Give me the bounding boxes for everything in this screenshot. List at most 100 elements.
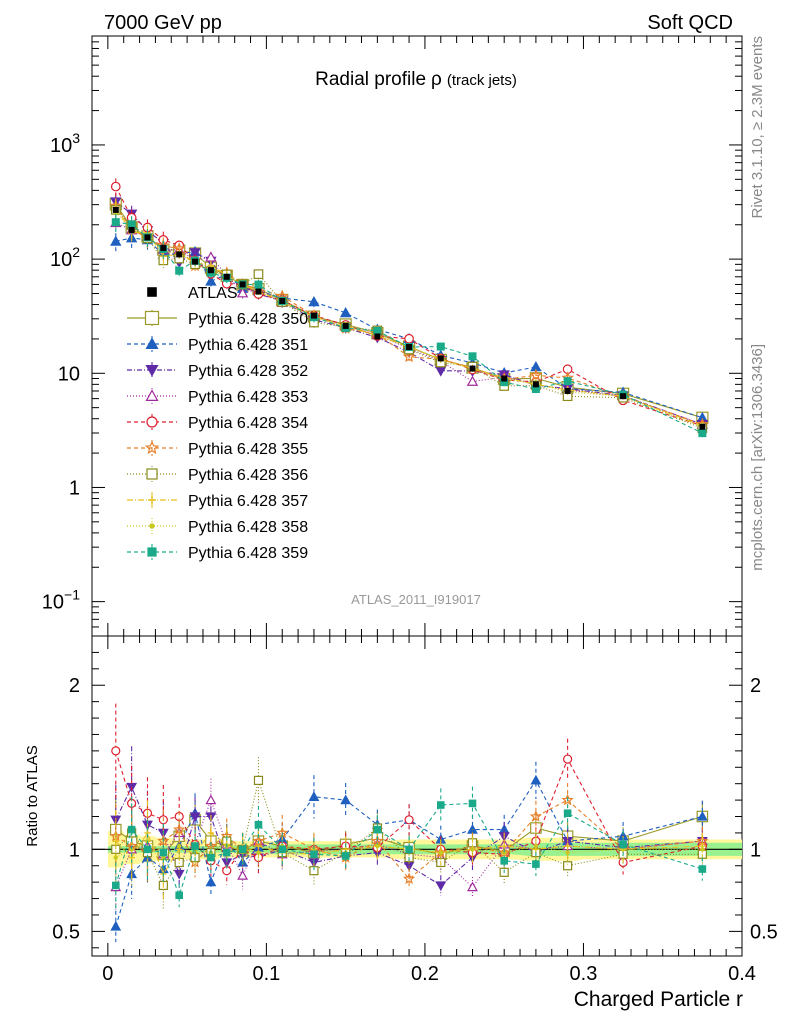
chart-title-suffix: (track jets) (447, 72, 517, 89)
reference-data (112, 206, 706, 430)
y-tick-label-main-base: 10 (58, 363, 80, 385)
data-point-ratio (404, 815, 414, 825)
data-point-main (189, 248, 201, 259)
data-point-ratio (530, 774, 542, 785)
y-tick-label-ratio-left: 0.5 (52, 921, 80, 943)
y-tick-label-main-base: 1 (69, 477, 80, 499)
data-point-main (110, 235, 122, 246)
data-point-ratio (159, 848, 168, 857)
data-point-ratio (310, 850, 318, 859)
y-tick-label-ratio-left: 2 (69, 675, 80, 697)
legend-marker (145, 337, 159, 349)
data-point-ratio (532, 860, 540, 868)
data-point-ratio (207, 853, 215, 862)
data-point-ratio (205, 794, 217, 805)
reference-point (255, 288, 262, 295)
data-point-main (466, 375, 479, 386)
legend-label: ATLAS (188, 285, 238, 302)
data-point-main (253, 269, 264, 280)
header-left: 7000 GeV pp (104, 12, 222, 34)
y-tick-label-main-exp: 3 (72, 130, 80, 146)
data-point-main (404, 333, 414, 344)
reference-point (532, 381, 539, 388)
data-point-ratio (175, 891, 183, 900)
data-point-ratio (700, 847, 705, 852)
legend-label: Pythia 6.428 358 (188, 519, 308, 536)
y-tick-label-main-base: 10 (42, 592, 64, 614)
series-line-ratio (115, 778, 703, 887)
data-point-main (111, 218, 120, 227)
legend-label: Pythia 6.428 351 (188, 337, 308, 354)
reference-point (564, 387, 571, 394)
legend-entry-3: Pythia 6.428 352 (127, 362, 308, 380)
data-point-ratio (308, 791, 320, 801)
data-point-main (402, 350, 416, 363)
y-tick-label-main: 102 (50, 244, 80, 271)
y-tick-label-ratio-right: 0.5 (750, 921, 778, 943)
reference-point (406, 343, 413, 350)
reference-point (144, 234, 151, 241)
data-point-ratio (111, 881, 120, 890)
data-point-ratio (405, 845, 413, 854)
series-line-ratio (115, 799, 703, 880)
legend-marker (146, 468, 158, 480)
ratio-series (109, 703, 709, 943)
main-series (109, 178, 709, 438)
legend-marker (147, 547, 157, 557)
legend-entry-8: Pythia 6.428 357 (127, 492, 308, 510)
data-point-ratio (467, 881, 478, 892)
data-point-ratio (237, 869, 249, 880)
reference-point (279, 297, 286, 304)
ratio-ylabel: Ratio to ATLAS (24, 745, 41, 846)
chart-title: Radial profile ρ (track jets) (315, 69, 517, 90)
legend-marker (147, 287, 157, 297)
reference-point (192, 258, 199, 265)
series-line-main (115, 205, 703, 425)
legend-label: Pythia 6.428 353 (188, 389, 308, 406)
data-point-main (698, 429, 707, 438)
data-point-ratio (110, 920, 122, 931)
series-line-main (115, 201, 703, 425)
data-point-main (373, 326, 382, 335)
side-label-mcplots: mcplots.cern.ch [arXiv:1306.3436] (749, 344, 766, 571)
data-point-main (110, 181, 121, 192)
x-tick-label: 0.2 (411, 963, 439, 985)
legend-entry-5: Pythia 6.428 354 (127, 414, 308, 432)
x-tick-label: 0.3 (570, 963, 598, 985)
data-point-ratio (403, 872, 416, 885)
x-tick-label: 0 (102, 963, 113, 985)
series-line-main (115, 237, 703, 419)
data-point-main (468, 352, 477, 361)
data-point-ratio (619, 840, 627, 849)
data-point-ratio (207, 829, 215, 837)
data-point-ratio (435, 881, 447, 892)
legend-label: Pythia 6.428 359 (188, 545, 308, 562)
data-point-ratio (253, 775, 264, 786)
legend-label: Pythia 6.428 357 (188, 493, 308, 510)
y-tick-label-ratio-left: 1 (69, 839, 80, 861)
data-point-ratio (278, 845, 287, 854)
series-line-ratio (115, 802, 703, 897)
series-line-main (115, 221, 703, 434)
reference-point (469, 365, 476, 372)
data-point-ratio (157, 834, 170, 847)
legend-entry-10: Pythia 6.428 359 (127, 544, 308, 562)
legend-entry-2: Pythia 6.428 351 (127, 336, 308, 354)
legend-label: Pythia 6.428 350 (188, 311, 308, 328)
data-point-ratio (500, 857, 508, 865)
legend-label: Pythia 6.428 354 (188, 415, 308, 432)
y-tick-label-main: 103 (50, 130, 80, 157)
legend-entry-4: Pythia 6.428 353 (127, 388, 308, 406)
legend-marker (144, 310, 160, 326)
data-point-ratio (529, 810, 542, 822)
data-point-ratio (340, 794, 352, 805)
legend-label: Pythia 6.428 356 (188, 467, 308, 484)
legend-marker (145, 365, 159, 377)
data-point-ratio (468, 799, 477, 808)
legend-entry-0: ATLAS (147, 285, 238, 302)
chart-title-symbol: ρ (431, 69, 442, 90)
data-point-main (236, 287, 249, 298)
data-point-ratio (341, 852, 350, 860)
series-line-main (115, 222, 703, 425)
